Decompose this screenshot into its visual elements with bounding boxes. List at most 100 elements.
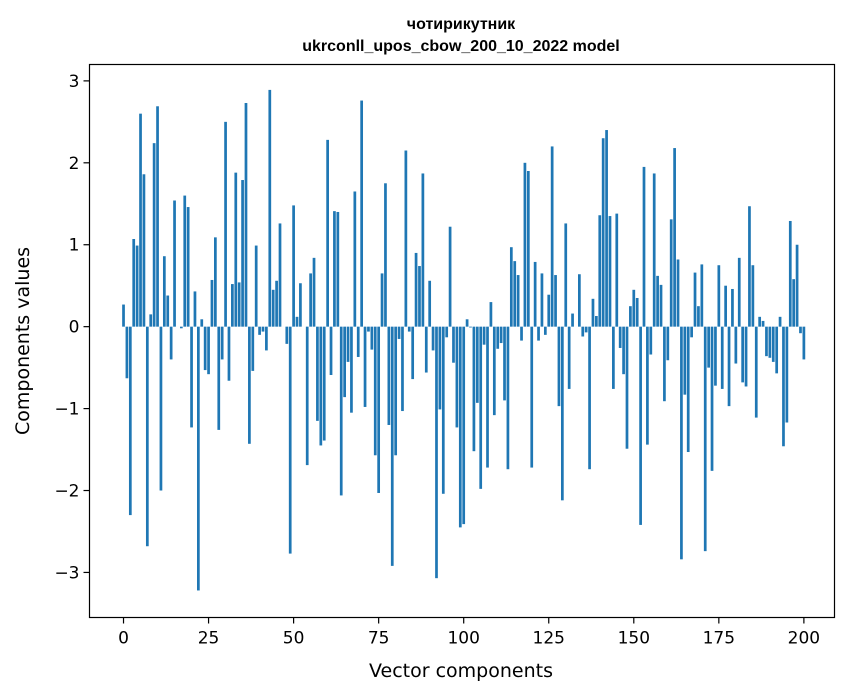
bar-100 [462,326,466,525]
bar-176 [720,326,724,389]
bar-79 [390,326,394,566]
bar-45 [275,280,278,327]
bar-150 [632,289,636,327]
bar-41 [261,326,265,332]
plot-frame [88,63,836,619]
bar-200 [802,326,806,360]
bar-116 [516,275,520,327]
bar-94 [441,326,445,494]
bar-106 [482,326,486,345]
bar-144 [612,326,615,389]
bar-32 [231,284,234,327]
bar-56 [312,257,316,327]
bar-151 [635,297,639,327]
bar-111 [499,326,503,344]
bar-87 [418,266,421,327]
bar-31 [227,326,231,381]
bar-74 [373,326,377,456]
bar-160 [666,326,670,361]
bar-3 [132,239,136,327]
bar-153 [642,166,646,327]
bar-58 [319,326,323,446]
bar-178 [727,326,731,407]
bar-187 [758,316,762,327]
bar-171 [703,326,707,552]
bar-6 [142,174,146,327]
bar-34 [237,282,241,327]
bar-172 [707,326,710,368]
bar-49 [288,326,292,554]
bar-162 [673,148,676,327]
bar-64 [339,326,343,496]
bar-57 [316,326,319,421]
bar-7 [145,326,149,547]
y-tick-label: −2 [54,482,79,502]
bar-125 [547,294,551,327]
bar-112 [503,326,506,401]
bar-27 [214,237,217,327]
bar-180 [734,326,738,364]
bar-119 [526,171,530,327]
bar-146 [618,326,622,348]
bar-101 [465,319,469,327]
bar-184 [748,206,751,327]
bar-10 [156,106,159,327]
bar-48 [285,326,289,344]
bar-99 [458,326,462,528]
bar-115 [513,261,517,327]
y-tick-label: 2 [69,154,80,174]
bar-188 [761,320,765,327]
bar-26 [210,279,214,327]
bar-122 [537,326,540,341]
bar-136 [584,326,588,333]
bar-23 [200,319,204,327]
bar-149 [629,306,632,327]
x-tick-label: 125 [533,629,565,649]
bar-77 [384,183,387,327]
bar-90 [428,280,432,327]
bar-35 [241,180,244,327]
bar-75 [377,326,381,493]
bar-128 [557,326,561,407]
bar-142 [605,130,608,327]
bar-91 [431,326,435,351]
bar-139 [595,316,598,327]
bar-196 [788,220,792,327]
y-tick-label: 1 [69,236,80,256]
bar-129 [560,326,564,501]
bar-21 [193,291,197,327]
y-tick-label: 3 [69,72,80,92]
bar-156 [652,173,656,327]
bar-13 [166,295,170,327]
bar-92 [435,326,438,579]
bar-68 [353,191,357,327]
x-tick-label: 50 [283,629,305,649]
bar-189 [765,326,768,357]
bar-65 [343,326,346,398]
bar-165 [683,326,687,395]
bar-181 [737,257,741,327]
bar-86 [414,252,418,327]
bar-192 [775,326,779,374]
bar-95 [445,326,449,338]
bar-127 [554,275,557,327]
x-tick-label: 150 [618,629,650,649]
bar-29 [220,326,224,360]
bar-38 [251,326,255,371]
bar-2 [128,326,132,516]
bar-138 [591,298,595,327]
bar-161 [669,219,673,327]
bar-11 [159,326,163,491]
bar-130 [564,223,568,327]
x-tick-label: 100 [447,629,479,649]
bar-168 [693,272,697,327]
bar-43 [268,89,272,327]
bar-163 [676,259,680,327]
x-tick-label: 75 [368,629,390,649]
bar-63 [336,211,340,327]
bar-76 [380,273,384,327]
x-tick-label: 0 [118,629,129,649]
bars-group [122,89,806,591]
bar-54 [305,326,309,466]
bar-134 [578,274,581,327]
